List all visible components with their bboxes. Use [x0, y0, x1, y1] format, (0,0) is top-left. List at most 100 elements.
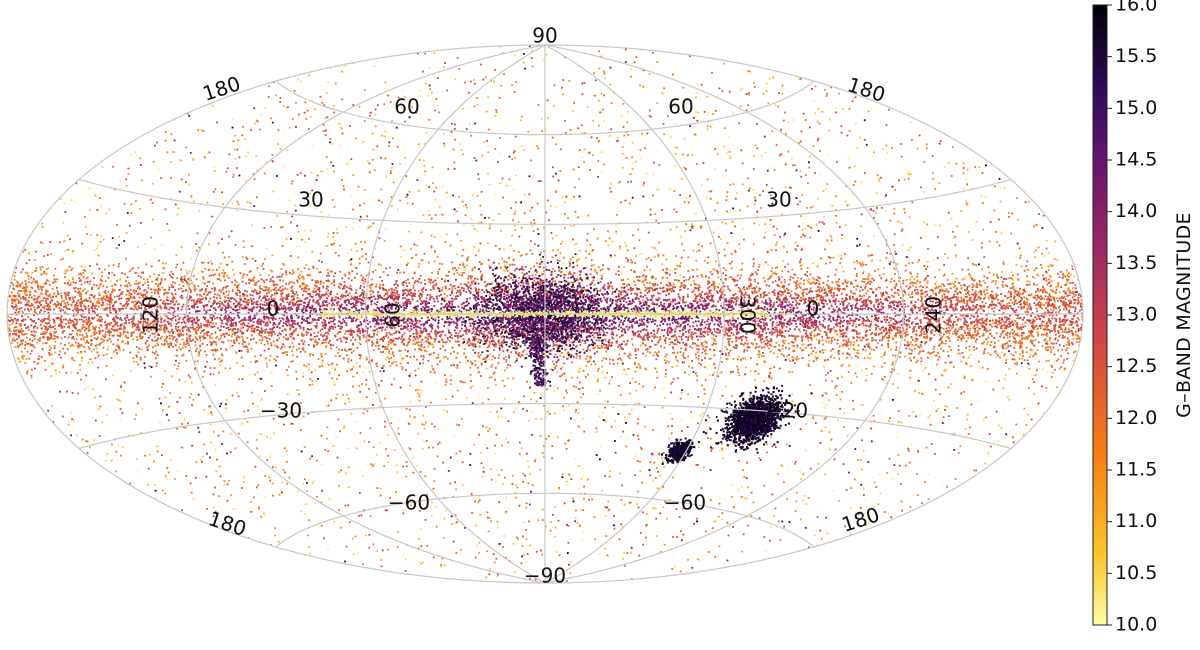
star-point [826, 183, 829, 185]
star-point [547, 199, 549, 202]
star-point [333, 520, 336, 523]
star-point [268, 348, 270, 350]
star-point [80, 318, 83, 321]
star-point [488, 265, 490, 267]
star-point [322, 123, 325, 126]
star-point [724, 346, 727, 349]
star-point [139, 292, 142, 295]
star-point [314, 369, 317, 372]
star-point [181, 326, 184, 329]
star-point [836, 161, 838, 163]
star-point [243, 481, 245, 483]
star-point [953, 433, 956, 435]
star-point [566, 391, 568, 394]
star-point [516, 486, 519, 489]
star-point [885, 144, 888, 147]
star-point [268, 303, 271, 306]
star-point [327, 213, 330, 216]
star-point [562, 405, 564, 408]
star-point [518, 276, 520, 279]
star-point [270, 226, 273, 228]
star-point [631, 168, 634, 170]
star-point [619, 435, 622, 438]
star-point [790, 290, 793, 293]
star-point [774, 507, 777, 510]
star-point [341, 98, 344, 101]
star-point [638, 554, 641, 557]
star-point [347, 466, 350, 469]
star-point [504, 355, 507, 358]
star-point [359, 469, 362, 472]
star-point [382, 351, 384, 353]
star-point [234, 447, 237, 450]
star-point [691, 227, 694, 229]
star-point [350, 248, 353, 251]
star-point [667, 115, 669, 118]
star-point [907, 449, 910, 452]
star-point [567, 439, 570, 442]
star-point [669, 413, 672, 415]
star-point [830, 354, 833, 356]
star-point [703, 327, 706, 330]
star-point [286, 482, 289, 485]
star-point [491, 359, 493, 361]
star-point [263, 281, 266, 284]
star-point [893, 233, 896, 236]
star-point [595, 79, 597, 82]
star-point [909, 506, 912, 508]
star-point [601, 489, 604, 492]
star-point [241, 256, 244, 258]
star-point [829, 234, 832, 237]
star-point [245, 296, 247, 298]
star-point [604, 77, 607, 80]
star-point [635, 389, 638, 392]
star-point [311, 482, 314, 485]
star-point [200, 261, 203, 264]
star-point [521, 265, 524, 268]
star-point [697, 446, 700, 448]
star-point [865, 368, 868, 370]
star-point [1023, 359, 1026, 362]
star-point [630, 501, 632, 504]
star-point [215, 470, 218, 473]
star-point [89, 328, 92, 331]
star-point [719, 372, 721, 375]
star-point [745, 477, 748, 479]
star-point [781, 330, 784, 332]
star-point [746, 498, 749, 500]
star-point [859, 136, 862, 139]
star-point [471, 512, 473, 514]
star-point [209, 456, 211, 459]
star-point [422, 414, 425, 417]
star-point [709, 125, 712, 128]
star-point [889, 252, 891, 255]
star-point [938, 182, 941, 184]
star-point [47, 280, 50, 282]
star-point [966, 413, 969, 416]
star-point [809, 384, 811, 387]
star-point [931, 351, 934, 354]
star-point [823, 430, 825, 433]
star-point [521, 555, 524, 558]
star-point [325, 156, 328, 158]
star-point [631, 156, 633, 159]
star-point [583, 485, 585, 488]
star-point [384, 425, 386, 428]
star-point [693, 282, 696, 285]
star-point [484, 76, 487, 79]
star-point [63, 292, 66, 294]
star-point [801, 228, 804, 231]
star-point [596, 236, 599, 239]
star-point [740, 87, 742, 90]
star-point [426, 333, 429, 336]
star-point [143, 362, 146, 365]
star-point [619, 472, 621, 475]
star-point [430, 234, 433, 237]
star-point [747, 177, 749, 180]
star-point [608, 134, 611, 137]
star-point [978, 263, 980, 266]
star-point [502, 196, 505, 199]
star-point [408, 408, 411, 411]
star-point [960, 210, 963, 212]
star-point [875, 486, 878, 488]
